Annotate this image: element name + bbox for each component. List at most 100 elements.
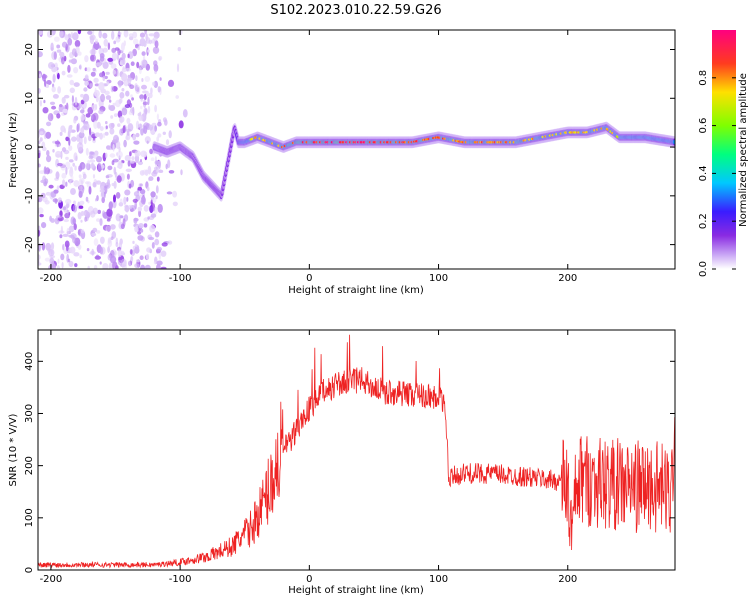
noise-blob	[75, 53, 79, 57]
noise-blob	[72, 162, 75, 167]
noise-blob	[80, 127, 85, 134]
x-tick-label: 200	[558, 574, 577, 585]
noise-blob	[65, 198, 72, 205]
noise-blob	[140, 128, 144, 136]
noise-blob	[65, 181, 68, 187]
noise-blob	[83, 87, 88, 92]
noise-blob	[139, 255, 144, 260]
noise-blob	[38, 163, 41, 168]
noise-blob	[132, 133, 137, 141]
noise-blob	[156, 260, 163, 266]
noise-blob	[143, 205, 149, 212]
noise-blob	[139, 189, 146, 195]
noise-blob	[89, 83, 93, 88]
noise-blob	[42, 107, 49, 114]
noise-blob	[141, 169, 149, 175]
noise-blob	[160, 266, 167, 269]
noise-blob	[94, 150, 99, 156]
noise-blob	[57, 197, 62, 203]
noise-blob	[77, 30, 82, 35]
noise-blob	[111, 160, 115, 166]
noise-blob	[69, 87, 76, 94]
noise-blob	[93, 238, 99, 246]
noise-blob	[126, 99, 131, 106]
noise-blob	[57, 86, 61, 94]
noise-blob	[107, 165, 113, 171]
noise-blob	[82, 173, 87, 180]
noise-blob	[77, 212, 82, 220]
noise-blob	[62, 233, 69, 237]
noise-blob	[140, 264, 146, 269]
noise-blob	[38, 254, 41, 261]
noise-blob	[53, 189, 59, 194]
noise-blob	[117, 165, 122, 169]
snr-series-line	[38, 334, 675, 569]
noise-blob	[106, 81, 109, 85]
noise-blob	[67, 38, 73, 46]
noise-blob	[140, 159, 142, 162]
noise-blob	[56, 44, 61, 49]
noise-blob	[133, 140, 140, 145]
noise-blob	[91, 248, 95, 256]
noise-blob	[91, 232, 97, 237]
noise-blob	[85, 113, 91, 118]
spectrogram-frame	[37, 29, 676, 270]
noise-blob	[64, 34, 69, 41]
noise-blob	[97, 164, 102, 173]
noise-blob	[125, 133, 131, 141]
noise-blob	[154, 40, 159, 48]
noise-blob	[156, 176, 160, 182]
noise-blob	[121, 52, 126, 60]
noise-blob	[39, 73, 42, 78]
noise-blob	[56, 49, 62, 53]
noise-blob	[74, 96, 78, 106]
noise-blob	[78, 174, 82, 179]
noise-blob	[109, 99, 112, 103]
noise-blob	[146, 140, 149, 145]
noise-blob	[86, 67, 91, 72]
noise-blob	[49, 101, 56, 106]
noise-blob	[39, 214, 44, 218]
noise-blob	[126, 197, 129, 202]
colorbar-gradient	[712, 30, 736, 269]
noise-blob	[155, 160, 160, 165]
noise-blob	[61, 172, 67, 179]
noise-blob	[110, 224, 116, 230]
noise-blob	[41, 242, 46, 251]
noise-blob	[154, 70, 157, 75]
noise-blob	[146, 186, 150, 192]
noise-blob	[128, 110, 133, 116]
noise-blob	[151, 197, 157, 204]
noise-blob	[134, 225, 139, 233]
noise-blob	[125, 90, 130, 97]
noise-blob	[117, 123, 121, 127]
noise-blob	[111, 231, 117, 239]
noise-blob	[157, 203, 163, 213]
noise-blob	[45, 131, 52, 139]
noise-blob	[110, 63, 117, 69]
noise-blob	[139, 94, 145, 100]
noise-blob	[107, 237, 112, 244]
noise-blob	[93, 41, 100, 50]
noise-blob	[143, 122, 150, 130]
noise-blob	[154, 238, 160, 246]
noise-blob	[144, 76, 151, 82]
noise-blob	[138, 209, 142, 218]
noise-blob	[116, 53, 120, 61]
noise-blob	[99, 53, 105, 59]
noise-blob	[56, 113, 61, 119]
noise-blob	[38, 88, 41, 94]
noise-blob	[113, 113, 118, 117]
noise-blob	[96, 218, 101, 222]
spectrogram-y-axis: -20 -10 0 10 20	[24, 43, 675, 253]
noise-blob	[126, 117, 131, 124]
noise-blob	[98, 45, 101, 49]
noise-blob	[40, 192, 46, 199]
noise-blob	[144, 136, 151, 144]
noise-blob	[50, 113, 54, 120]
noise-blob	[106, 145, 111, 150]
noise-blob	[79, 200, 85, 205]
noise-blob	[41, 74, 48, 79]
noise-blob	[105, 225, 112, 232]
